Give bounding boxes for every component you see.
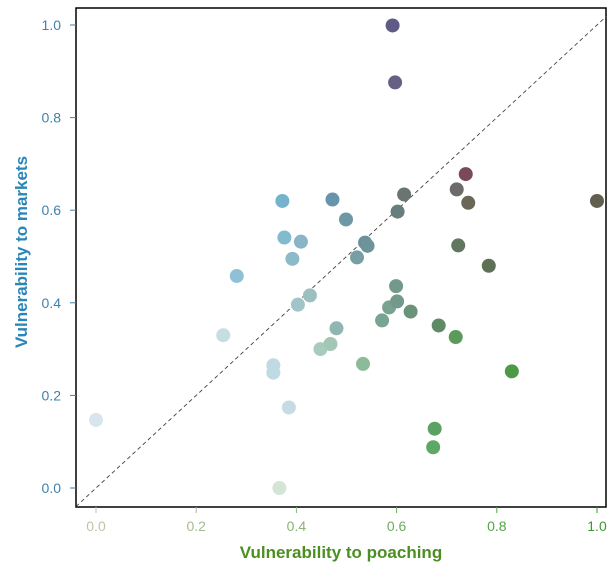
data-point [431,318,446,333]
x-tick-label: 1.0 [587,518,607,534]
data-point [338,212,353,227]
data-point [461,195,476,210]
data-point [275,193,290,208]
data-points [89,18,604,495]
y-tick-label: 0.6 [42,202,62,218]
data-point [325,192,340,207]
y-tick-label: 0.4 [42,295,62,311]
data-point [323,337,338,352]
data-point [277,230,292,245]
data-point [389,279,404,294]
data-point [397,187,412,202]
data-point [360,238,375,253]
data-point [504,364,519,379]
data-point [448,330,463,345]
data-point [216,328,231,343]
x-tick-label: 0.8 [487,518,507,534]
data-point [89,412,103,427]
data-point [590,193,604,208]
x-axis-ticks: 0.0 0.2 0.4 0.6 0.8 1.0 [86,507,607,534]
y-tick-label: 0.0 [42,480,62,496]
data-point [481,258,496,273]
data-point [229,268,244,283]
data-point [285,251,300,266]
x-axis-label: Vulnerability to poaching [240,543,442,562]
data-point [449,182,464,197]
data-point [281,400,296,415]
plot-frame [75,7,607,508]
data-point [302,288,317,303]
y-axis-label: Vulnerability to markets [12,156,31,348]
y-tick-label: 0.2 [42,387,62,403]
y-tick-label: 0.8 [42,110,62,126]
diagonal-reference-line [75,15,607,507]
x-tick-label: 0.2 [186,518,206,534]
data-point [329,321,344,336]
data-point [458,167,473,182]
x-tick-label: 0.4 [287,518,307,534]
data-point [272,481,287,495]
y-axis-ticks: 0.0 0.2 0.4 0.6 0.8 1.0 [42,17,76,496]
data-point [426,440,441,455]
data-point [290,297,305,312]
data-point [293,234,308,249]
data-point [356,356,371,371]
data-point [385,18,400,33]
y-tick-label: 1.0 [42,17,62,33]
data-point [266,365,281,380]
data-point [390,294,405,309]
data-point [427,421,442,436]
data-point [388,75,403,90]
data-point [375,313,390,328]
data-point [350,250,365,265]
x-tick-label: 0.0 [86,518,106,534]
data-point [390,204,405,219]
x-tick-label: 0.6 [387,518,407,534]
data-point [451,238,466,253]
data-point [403,304,418,319]
